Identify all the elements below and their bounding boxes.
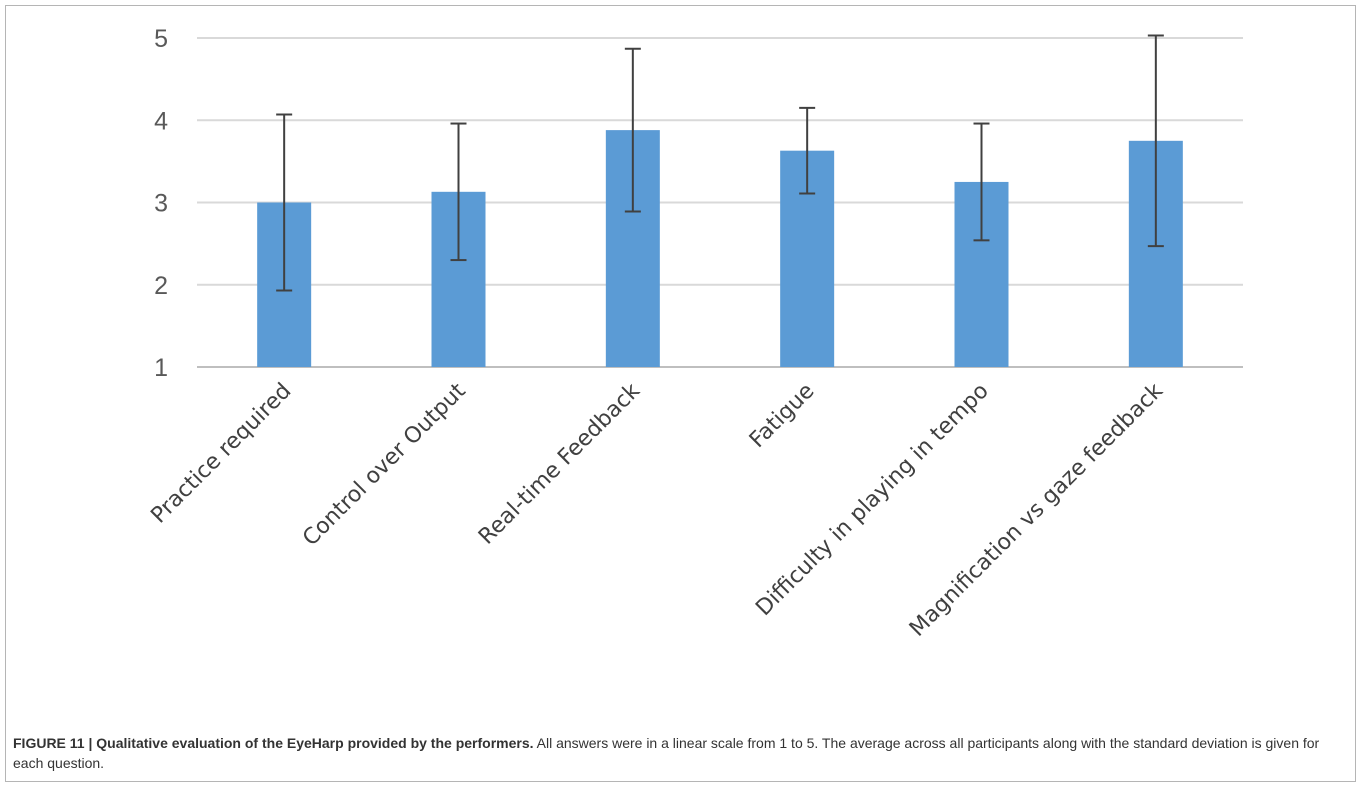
figure-caption: FIGURE 11 | Qualitative evaluation of th… — [13, 733, 1343, 773]
error-bar — [276, 113, 293, 292]
y-tick-label: 5 — [154, 25, 168, 53]
figure-frame — [5, 5, 1356, 782]
y-tick-label: 3 — [154, 190, 168, 218]
x-category-label: Real-time Feedback — [474, 378, 645, 549]
error-bar — [973, 122, 990, 242]
caption-text: All answers were in a linear scale from … — [13, 735, 1320, 771]
bars — [257, 130, 1183, 367]
error-bar — [624, 47, 641, 213]
figure-label: FIGURE 11 | Qualitative evaluation of th… — [13, 735, 534, 751]
bar-chart: 1 2 3 4 5 Practice required Control over Outp… — [146, 25, 1243, 642]
error-bar — [1147, 34, 1164, 248]
gridlines — [197, 37, 1243, 368]
y-tick-label: 2 — [154, 272, 168, 300]
x-axis-categories: Practice required Control over Output Real… — [146, 378, 1168, 641]
error-bar — [450, 122, 467, 262]
y-tick-label: 4 — [154, 107, 168, 135]
x-category-label: Fatigue — [745, 379, 819, 453]
x-category-label: Practice required — [146, 379, 296, 529]
y-tick-label: 1 — [154, 354, 168, 382]
y-axis-ticks: 1 2 3 4 5 — [154, 25, 168, 382]
error-bars — [276, 34, 1164, 292]
error-bar — [799, 106, 816, 195]
x-category-label: Control over Output — [298, 378, 471, 551]
